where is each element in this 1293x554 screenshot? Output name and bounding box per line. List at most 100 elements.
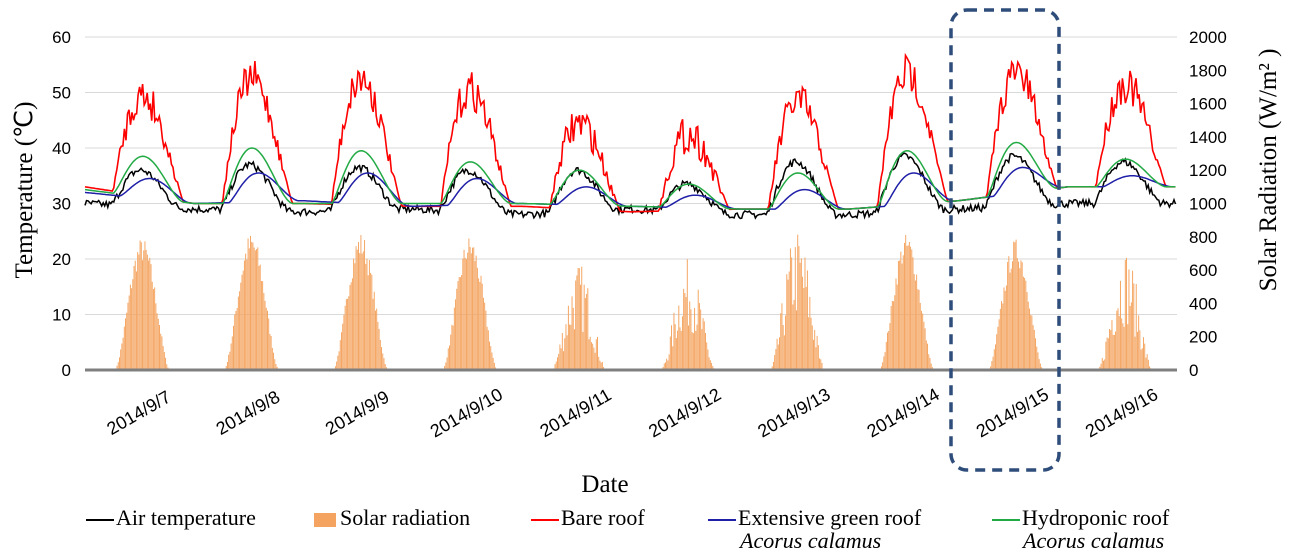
solar-bar — [705, 332, 706, 370]
legend-item-hydroponic-roof: Hydroponic roof — [992, 505, 1169, 531]
solar-bar — [1104, 359, 1106, 370]
solar-bar — [1014, 242, 1016, 370]
solar-bar — [150, 264, 152, 370]
solar-bar — [145, 250, 147, 370]
solar-bar — [920, 310, 922, 370]
solar-bar — [271, 347, 273, 370]
series-line-air-temperature — [84, 152, 1177, 220]
legend-label-extensive-green-roof: Extensive green roof — [738, 505, 922, 530]
solar-bar — [821, 362, 823, 370]
solar-bar — [601, 361, 603, 370]
solar-bar — [587, 288, 589, 370]
solar-bar — [241, 274, 243, 370]
solar-bar — [445, 362, 447, 370]
solar-bar — [226, 362, 228, 370]
solar-bar — [458, 276, 460, 370]
solar-bar — [465, 259, 467, 370]
solar-bar — [275, 364, 277, 370]
solar-bar — [478, 278, 480, 370]
solar-bar — [337, 355, 339, 370]
x-tick-label-2014-9-14: 2014/9/14 — [864, 384, 943, 441]
solar-bar — [904, 242, 905, 370]
solar-bar — [672, 346, 674, 370]
solar-bar — [1112, 334, 1114, 370]
y-right-tick-1200: 1200 — [1189, 161, 1227, 180]
x-tick-label-2014-9-12: 2014/9/12 — [645, 384, 724, 441]
solar-bar — [461, 275, 463, 370]
solar-bar — [1099, 366, 1101, 370]
solar-bar — [791, 257, 793, 370]
solar-bar — [1027, 301, 1029, 370]
solar-bar — [573, 329, 575, 370]
y-right-tick-800: 800 — [1189, 228, 1217, 247]
solar-bar — [240, 282, 242, 370]
solar-bar — [116, 365, 118, 370]
legend-swatch-hydroponic-roof — [992, 518, 1020, 521]
solar-bar — [711, 362, 713, 370]
legend-label-solar-radiation: Solar radiation — [340, 505, 471, 530]
solar-bar — [802, 276, 804, 370]
solar-bar — [772, 361, 774, 370]
solar-bar — [707, 349, 709, 370]
solar-bar — [246, 259, 248, 370]
solar-bar — [703, 321, 705, 370]
solar-bar — [453, 307, 455, 370]
legend-item-bare-roof: Bare roof — [531, 505, 645, 531]
solar-bar — [126, 312, 128, 370]
solar-bar — [1123, 326, 1125, 370]
solar-bar — [1121, 318, 1123, 370]
solar-bar — [998, 319, 1000, 370]
legend-sub-hydroponic-roof: Acorus calamus — [1023, 528, 1165, 553]
solar-bar — [377, 321, 379, 370]
solar-bar — [673, 312, 675, 370]
solar-bar — [133, 266, 135, 370]
solar-bar — [1138, 315, 1140, 370]
solar-bar — [262, 281, 264, 370]
solar-bar — [583, 284, 585, 370]
solar-bar — [144, 241, 146, 370]
solar-bar — [228, 354, 230, 370]
solar-bar — [702, 318, 704, 370]
solar-bar — [793, 299, 795, 370]
y-right-tick-1600: 1600 — [1189, 95, 1227, 114]
solar-bar — [384, 364, 386, 370]
y-left-tick-40: 40 — [52, 139, 71, 158]
solar-bar — [925, 340, 927, 370]
solar-bar — [1128, 269, 1130, 370]
solar-bar — [782, 325, 784, 370]
solar-bar — [1033, 329, 1035, 370]
solar-bar — [372, 298, 374, 370]
solar-bar — [919, 302, 921, 370]
solar-bar — [137, 252, 139, 370]
legend-swatch-bare-roof — [531, 518, 559, 521]
solar-bar — [457, 281, 459, 370]
solar-bar — [1149, 366, 1151, 370]
solar-bar — [586, 293, 588, 370]
solar-bar — [805, 286, 807, 370]
y-left-tick-0: 0 — [62, 361, 71, 380]
solar-bar — [1109, 328, 1111, 370]
solar-bar — [581, 266, 583, 370]
solar-bar — [353, 258, 355, 370]
solar-bar — [138, 254, 140, 370]
solar-bar — [927, 343, 929, 370]
solar-bar — [1013, 241, 1015, 370]
solar-bar — [593, 347, 595, 370]
solar-bar — [1145, 357, 1147, 370]
solar-bar — [996, 334, 998, 370]
x-tick-label-2014-9-11: 2014/9/11 — [536, 384, 614, 441]
legend-sub-extensive-green-roof: Acorus calamus — [740, 528, 882, 553]
solar-bar — [484, 302, 486, 370]
solar-bar — [334, 366, 336, 370]
solar-bar — [578, 268, 580, 370]
solar-bar — [482, 297, 484, 370]
solar-bar — [893, 301, 895, 370]
solar-bar — [361, 253, 363, 370]
solar-bar — [269, 333, 271, 370]
solar-bar — [462, 258, 464, 370]
solar-bar — [679, 327, 681, 370]
solar-bar — [127, 302, 129, 370]
solar-bar — [268, 318, 270, 370]
legend-swatch-extensive-green-roof — [708, 518, 736, 521]
solar-bar — [151, 281, 153, 370]
